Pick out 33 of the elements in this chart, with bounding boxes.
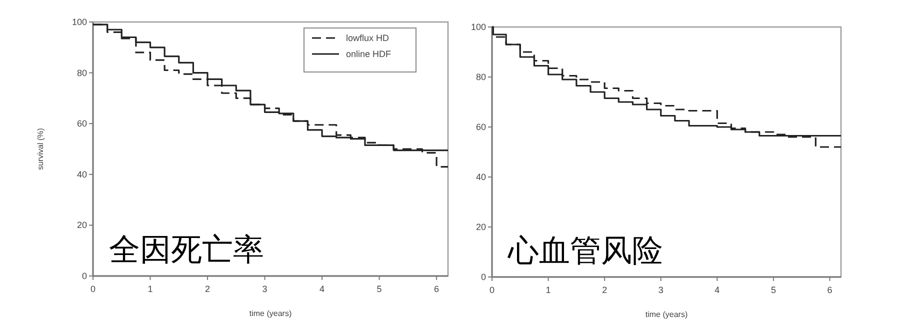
x-tick-label: 4 <box>714 285 720 295</box>
legend-label: online HDF <box>346 49 392 59</box>
y-tick-label: 20 <box>476 222 486 232</box>
x-tick-label: 6 <box>827 285 832 295</box>
y-tick-label: 20 <box>76 220 87 230</box>
x-tick-label: 1 <box>546 285 551 295</box>
x-tick-label: 0 <box>489 285 495 295</box>
y-tick-label: 60 <box>76 118 87 129</box>
x-tick-label: 5 <box>770 285 776 295</box>
legend-label: lowflux HD <box>346 33 390 43</box>
x-tick-label: 2 <box>602 285 608 295</box>
y-tick-label: 80 <box>76 68 87 78</box>
y-tick-label: 0 <box>82 271 87 281</box>
y-tick-label: 0 <box>480 272 486 282</box>
x-tick-label: 3 <box>658 285 664 295</box>
y-tick-label: 40 <box>76 169 87 180</box>
y-tick-label: 40 <box>476 172 486 182</box>
y-tick-label: 100 <box>72 17 87 27</box>
y-tick-label: 60 <box>476 122 486 132</box>
x-axis-title: time (years) <box>249 309 292 318</box>
x-tick-label: 3 <box>262 284 268 294</box>
annotation: 全因死亡率 <box>109 232 264 267</box>
annotation: 心血管风险 <box>507 233 663 268</box>
x-tick-label: 0 <box>90 284 96 294</box>
y-tick-label: 80 <box>476 72 486 82</box>
x-tick-label: 5 <box>376 284 382 294</box>
x-axis-title: time (years) <box>645 310 688 319</box>
x-tick-label: 4 <box>320 284 325 294</box>
x-tick-label: 6 <box>434 284 440 294</box>
x-tick-label: 1 <box>148 284 153 294</box>
x-tick-label: 2 <box>205 284 210 294</box>
y-axis-title: survival (%) <box>36 128 45 170</box>
y-tick-label: 100 <box>470 22 486 32</box>
